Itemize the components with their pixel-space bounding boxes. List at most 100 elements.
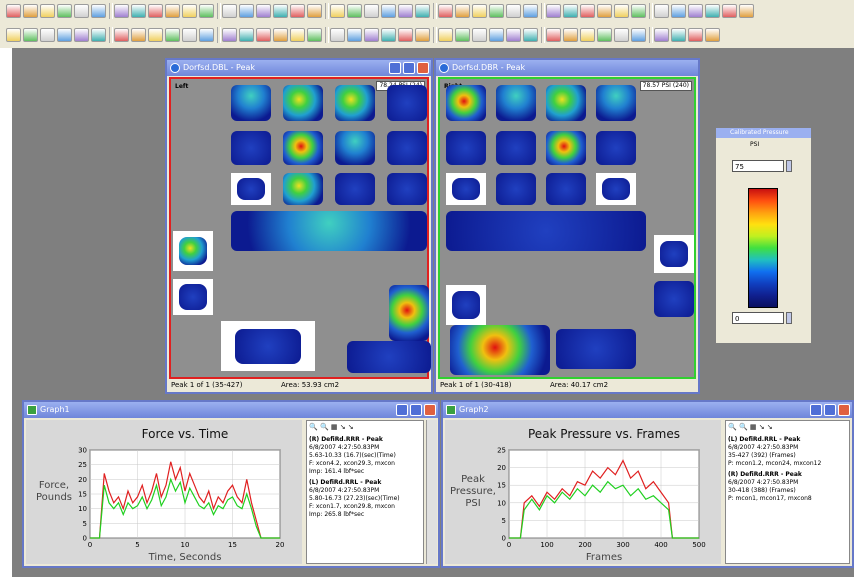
toolbar-button[interactable]: [506, 28, 521, 42]
graph1-plot-area[interactable]: Force vs. Time 0 5 10 15 20 0 5 10 15 20 25 30 Time, …: [26, 420, 302, 564]
graph2-titlebar[interactable]: Graph2: [443, 402, 852, 418]
minimize-button[interactable]: [810, 404, 822, 416]
left-pressure-map[interactable]: Left 78.24 PSI (24): [169, 77, 431, 379]
calibration-max-spin[interactable]: [786, 160, 792, 172]
toolbar-button[interactable]: [199, 28, 214, 42]
graph1-scrollbar[interactable]: [426, 420, 437, 564]
toolbar-button[interactable]: [273, 28, 288, 42]
graph1-legend-panel[interactable]: 🔍 🔍 ▦ ↘ ↘ (R) DefiRd.RRR - Peak 6/8/2007 …: [306, 420, 424, 564]
toolbar-button[interactable]: [597, 28, 612, 42]
maximize-button[interactable]: [824, 404, 836, 416]
close-button[interactable]: [424, 404, 436, 416]
toolbar-button[interactable]: [290, 4, 305, 18]
toolbar-button[interactable]: [472, 4, 487, 18]
toolbar-button[interactable]: [307, 4, 322, 18]
toolbar-button[interactable]: [57, 4, 72, 18]
maximize-button[interactable]: [403, 62, 415, 74]
toolbar-button[interactable]: [239, 28, 254, 42]
toolbar-button[interactable]: [239, 4, 254, 18]
graph2-plot-area[interactable]: Peak Pressure vs. Frames 0 100 200 300 400 500…: [445, 420, 721, 564]
calibration-titlebar[interactable]: Calibrated Pressure: [716, 128, 811, 138]
toolbar-button[interactable]: [523, 28, 538, 42]
toolbar-button[interactable]: [415, 28, 430, 42]
toolbar-button[interactable]: [114, 4, 129, 18]
left-window-titlebar[interactable]: Dorfsd.DBL - Peak: [167, 60, 431, 76]
toolbar-button[interactable]: [347, 4, 362, 18]
toolbar-button[interactable]: [489, 28, 504, 42]
toolbar-button[interactable]: [506, 4, 521, 18]
graph1-zoom-tools[interactable]: 🔍 🔍 ▦ ↘ ↘: [309, 423, 354, 431]
calibrated-pressure-panel[interactable]: Calibrated Pressure PSI 75 0: [715, 127, 812, 344]
toolbar-button[interactable]: [415, 4, 430, 18]
toolbar-button[interactable]: [57, 28, 72, 42]
toolbar-button[interactable]: [438, 4, 453, 18]
toolbar-button[interactable]: [307, 28, 322, 42]
toolbar-button[interactable]: [546, 28, 561, 42]
toolbar-button[interactable]: [631, 28, 646, 42]
toolbar-button[interactable]: [290, 28, 305, 42]
toolbar-button[interactable]: [614, 28, 629, 42]
toolbar-button[interactable]: [455, 28, 470, 42]
toolbar-button[interactable]: [688, 4, 703, 18]
toolbar-button[interactable]: [256, 4, 271, 18]
toolbar-button[interactable]: [165, 4, 180, 18]
toolbar-button[interactable]: [631, 4, 646, 18]
toolbar-button[interactable]: [489, 4, 504, 18]
graph2-zoom-tools[interactable]: 🔍 🔍 ▦ ↘ ↘: [728, 423, 773, 431]
toolbar-button[interactable]: [347, 28, 362, 42]
graph2-legend-panel[interactable]: 🔍 🔍 ▦ ↘ ↘ (L) DefiRd.RRL - Peak 6/8/2007 …: [725, 420, 850, 564]
toolbar-button[interactable]: [74, 28, 89, 42]
toolbar-button[interactable]: [364, 28, 379, 42]
toolbar-button[interactable]: [654, 28, 669, 42]
toolbar-button[interactable]: [148, 28, 163, 42]
toolbar-button[interactable]: [563, 28, 578, 42]
toolbar-button[interactable]: [398, 4, 413, 18]
toolbar-button[interactable]: [381, 28, 396, 42]
toolbar-button[interactable]: [74, 4, 89, 18]
toolbar-button[interactable]: [705, 4, 720, 18]
toolbar-button[interactable]: [739, 4, 754, 18]
toolbar-button[interactable]: [671, 4, 686, 18]
toolbar-button[interactable]: [23, 28, 38, 42]
toolbar-button[interactable]: [6, 4, 21, 18]
toolbar-button[interactable]: [722, 4, 737, 18]
graph1-titlebar[interactable]: Graph1: [24, 402, 438, 418]
toolbar-button[interactable]: [688, 28, 703, 42]
toolbar-button[interactable]: [546, 4, 561, 18]
toolbar-button[interactable]: [580, 28, 595, 42]
toolbar-button[interactable]: [381, 4, 396, 18]
toolbar-button[interactable]: [614, 4, 629, 18]
toolbar-button[interactable]: [40, 4, 55, 18]
graph2-window[interactable]: Graph2 Peak Pressure vs. Frames 0 100 200 30…: [441, 400, 854, 568]
toolbar-button[interactable]: [597, 4, 612, 18]
toolbar-button[interactable]: [705, 28, 720, 42]
toolbar-button[interactable]: [182, 28, 197, 42]
toolbar-button[interactable]: [438, 28, 453, 42]
maximize-button[interactable]: [410, 404, 422, 416]
graph1-window[interactable]: Graph1 Force vs. Time 0 5 10 15 20 0 5 10 15 20 25 3…: [22, 400, 440, 568]
toolbar-button[interactable]: [654, 4, 669, 18]
toolbar-button[interactable]: [91, 28, 106, 42]
calibration-min-spin[interactable]: [786, 312, 792, 324]
toolbar-button[interactable]: [222, 4, 237, 18]
close-button[interactable]: [417, 62, 429, 74]
toolbar-button[interactable]: [364, 4, 379, 18]
toolbar-button[interactable]: [23, 4, 38, 18]
minimize-button[interactable]: [389, 62, 401, 74]
close-button[interactable]: [838, 404, 850, 416]
toolbar-button[interactable]: [131, 4, 146, 18]
left-sensor-window[interactable]: Dorfsd.DBL - Peak Left 78.24 PSI (24) Pe…: [165, 58, 433, 394]
toolbar-button[interactable]: [472, 28, 487, 42]
right-window-titlebar[interactable]: Dorfsd.DBR - Peak: [436, 60, 698, 76]
toolbar-button[interactable]: [91, 4, 106, 18]
right-pressure-map[interactable]: Right 78.57 PSI (240): [438, 77, 696, 379]
toolbar-button[interactable]: [273, 4, 288, 18]
toolbar-button[interactable]: [671, 28, 686, 42]
toolbar-button[interactable]: [222, 28, 237, 42]
toolbar-button[interactable]: [455, 4, 470, 18]
toolbar-button[interactable]: [182, 4, 197, 18]
toolbar-button[interactable]: [6, 28, 21, 42]
toolbar-button[interactable]: [148, 4, 163, 18]
right-sensor-window[interactable]: Dorfsd.DBR - Peak Right 78.57 PSI (240) …: [434, 58, 700, 394]
toolbar-button[interactable]: [580, 4, 595, 18]
